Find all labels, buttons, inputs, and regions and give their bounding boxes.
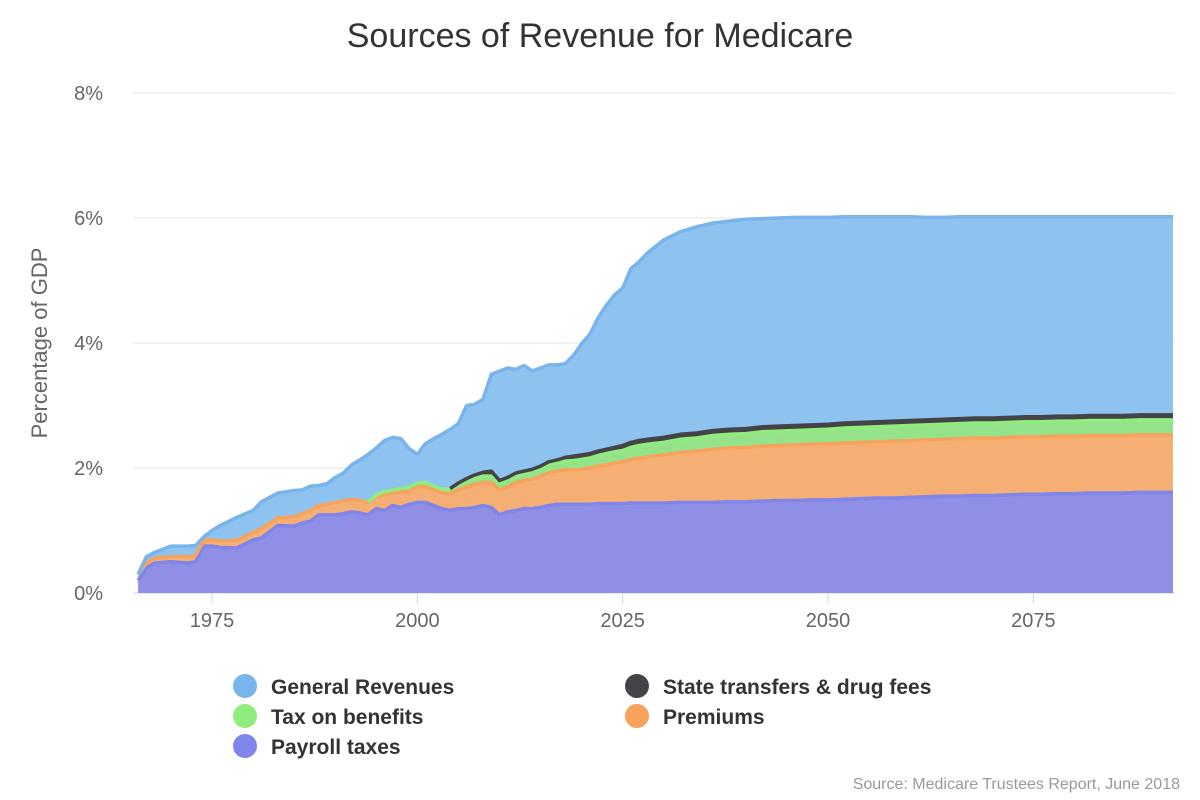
legend-item-premiums[interactable]: Premiums xyxy=(625,704,765,729)
legend-label: General Revenues xyxy=(271,676,454,699)
legend-swatch xyxy=(625,704,649,728)
legend-label: Tax on benefits xyxy=(271,706,423,729)
chart-title: Sources of Revenue for Medicare xyxy=(347,17,853,55)
x-tick-label: 2000 xyxy=(395,610,440,632)
area-general-revenues xyxy=(138,216,1174,575)
x-tick-label: 2025 xyxy=(600,610,645,632)
y-tick-label: 6% xyxy=(74,208,103,230)
y-tick-label: 0% xyxy=(74,583,103,605)
legend-label: Payroll taxes xyxy=(271,736,401,759)
x-tick-label: 2050 xyxy=(806,610,851,632)
line-payroll-taxes xyxy=(136,490,1173,582)
y-tick-label: 8% xyxy=(74,83,103,105)
legend-label: Premiums xyxy=(663,706,765,729)
legend-label: State transfers & drug fees xyxy=(663,676,931,699)
line-premiums xyxy=(136,433,1173,576)
x-axis-ticks: 1975 2000 2025 2050 2075 xyxy=(190,593,1056,632)
x-tick-label: 2075 xyxy=(1011,610,1056,632)
y-tick-label: 4% xyxy=(74,333,103,355)
y-axis-label: Percentage of GDP xyxy=(27,248,52,439)
legend-swatch xyxy=(233,704,257,728)
line-state-transfers-drug-fees xyxy=(449,413,1173,491)
legend-item-payroll-taxes[interactable]: Payroll taxes xyxy=(233,734,401,759)
stacked-areas xyxy=(136,214,1174,593)
source-note: Source: Medicare Trustees Report, June 2… xyxy=(853,776,1180,793)
legend-item-general-revenues[interactable]: General Revenues xyxy=(233,674,454,699)
legend-swatch xyxy=(233,674,257,698)
x-tick-label: 1975 xyxy=(190,610,235,632)
y-tick-label: 2% xyxy=(74,458,103,480)
line-general-revenues xyxy=(136,214,1173,576)
y-axis-ticks: 0% 2% 4% 6% 8% xyxy=(74,83,103,605)
area-premiums xyxy=(138,434,1174,581)
legend-item-state-transfers-drug-fees[interactable]: State transfers & drug fees xyxy=(625,674,931,699)
legend-item-tax-on-benefits[interactable]: Tax on benefits xyxy=(233,704,423,729)
legend: General Revenues State transfers & drug f… xyxy=(233,674,931,759)
area-payroll-taxes xyxy=(138,492,1174,593)
legend-swatch xyxy=(233,734,257,758)
legend-swatch xyxy=(625,674,649,698)
